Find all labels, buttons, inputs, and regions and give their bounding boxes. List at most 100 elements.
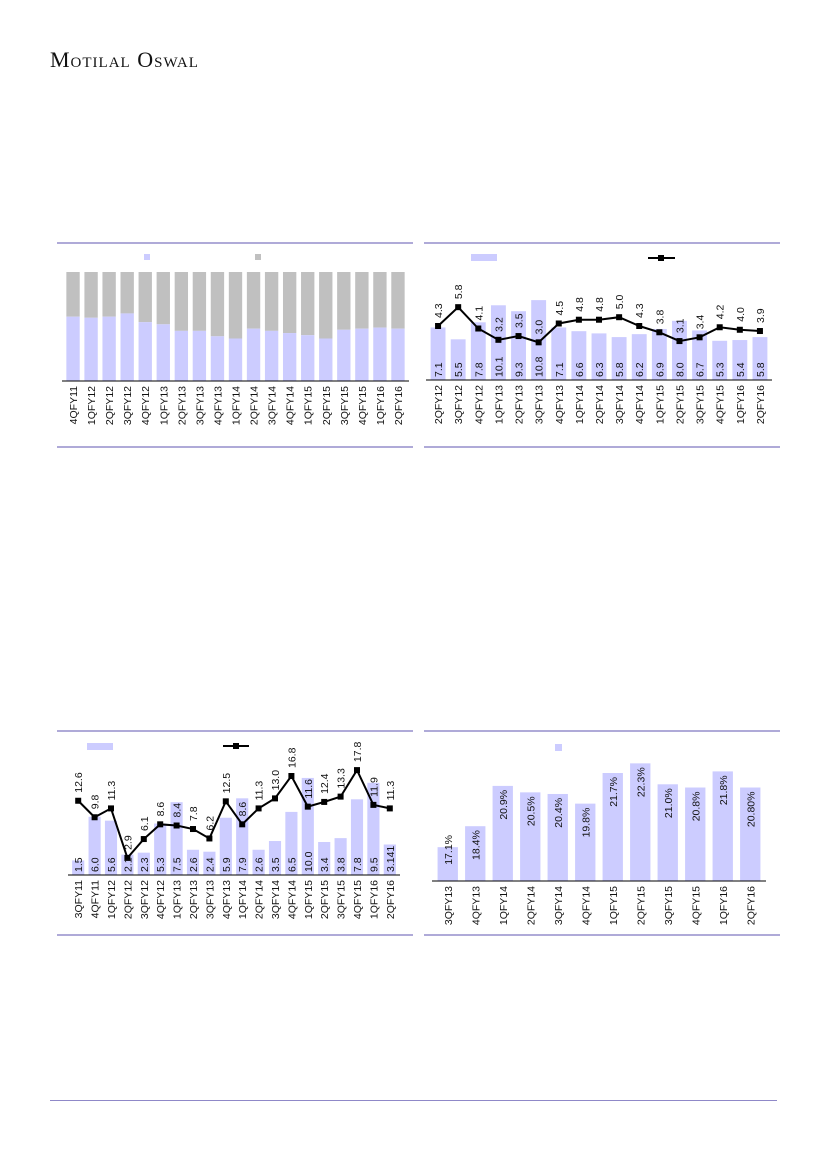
line-marker bbox=[370, 801, 377, 808]
x-tick-label: 3QFY13 bbox=[194, 386, 206, 425]
line-marker bbox=[75, 797, 82, 804]
bar bbox=[104, 820, 118, 875]
line-marker bbox=[321, 798, 328, 805]
stacked-bar-segment-1 bbox=[246, 328, 261, 381]
line-marker bbox=[140, 836, 147, 843]
line-marker bbox=[535, 339, 542, 346]
stacked-bar-segment-1 bbox=[210, 336, 225, 381]
line-data-label: 7.8 bbox=[188, 806, 200, 821]
stacked-bar-segment-1 bbox=[282, 333, 297, 381]
bar-data-label: 19.8% bbox=[580, 808, 592, 838]
x-tick-label: 2QFY13 bbox=[188, 880, 200, 919]
bar-data-label: 3.8 bbox=[336, 857, 348, 872]
bar-data-label: 10.8 bbox=[534, 356, 546, 377]
x-tick-label: 3QFY13 bbox=[443, 886, 455, 925]
bar-data-label: 2.6 bbox=[188, 857, 200, 872]
bar-data-label: 7.1 bbox=[433, 362, 445, 377]
line-data-label: 6.2 bbox=[204, 816, 216, 831]
bar bbox=[511, 311, 526, 380]
bar bbox=[672, 320, 687, 380]
x-tick-label: 2QFY12 bbox=[433, 385, 445, 424]
bar-data-label: 1.5 bbox=[73, 857, 85, 872]
bar-data-label: 5.8 bbox=[755, 362, 767, 377]
bar-data-label: 20.8% bbox=[690, 792, 702, 822]
company-logo: Motilal Oswal bbox=[50, 47, 199, 72]
x-tick-label: 4QFY12 bbox=[140, 386, 152, 425]
line-marker bbox=[124, 854, 131, 861]
bar-data-label: 6.5 bbox=[286, 857, 298, 872]
line-data-label: 4.2 bbox=[715, 304, 727, 319]
line-marker bbox=[304, 803, 311, 810]
x-tick-label: 1QFY13 bbox=[172, 880, 184, 919]
bar-data-label: 20.5% bbox=[525, 796, 537, 826]
x-tick-label: 2QFY16 bbox=[393, 386, 405, 425]
bar bbox=[575, 803, 596, 881]
bar bbox=[630, 763, 651, 881]
line-data-label: 5.0 bbox=[614, 294, 626, 309]
line-data-label: 13.0 bbox=[270, 770, 282, 791]
bar-data-label: 6.0 bbox=[90, 857, 102, 872]
line-data-label: 5.8 bbox=[453, 284, 465, 299]
bar-data-label: 10.0 bbox=[303, 851, 315, 872]
line-data-label: 16.8 bbox=[286, 747, 298, 768]
line-data-label: 9.8 bbox=[90, 794, 102, 809]
stacked-bar-segment-1 bbox=[301, 335, 315, 381]
x-tick-label: 2QFY15 bbox=[321, 386, 333, 425]
x-tick-label: 4QFY13 bbox=[554, 385, 566, 424]
bar bbox=[732, 340, 748, 380]
line-marker bbox=[555, 320, 562, 327]
line-marker bbox=[676, 338, 683, 345]
line-data-label: 3.2 bbox=[493, 317, 505, 332]
bar-data-label: 5.3 bbox=[715, 362, 727, 377]
line-marker bbox=[288, 773, 295, 779]
line-data-label: 2.9 bbox=[122, 835, 134, 850]
bar bbox=[334, 838, 347, 875]
line-marker bbox=[515, 333, 522, 340]
x-tick-label: 2QFY12 bbox=[122, 880, 134, 919]
x-tick-label: 4QFY15 bbox=[357, 386, 369, 425]
x-tick-label: 4QFY14 bbox=[285, 386, 297, 425]
line-data-label: 4.3 bbox=[433, 303, 445, 318]
x-tick-label: 3QFY14 bbox=[270, 880, 282, 919]
bar-data-label: 5.3 bbox=[155, 857, 167, 872]
bar-data-label: 17.1% bbox=[443, 835, 455, 865]
stacked-bar-segment-2 bbox=[337, 272, 351, 330]
bar bbox=[318, 842, 331, 875]
line-data-label: 12.6 bbox=[73, 772, 85, 793]
line-marker bbox=[190, 826, 196, 833]
line-marker bbox=[616, 314, 623, 321]
x-tick-label: 2QFY14 bbox=[525, 886, 537, 925]
bar-data-label: 5.4 bbox=[735, 362, 747, 377]
x-tick-label: 1QFY15 bbox=[654, 385, 666, 424]
x-tick-label: 1QFY15 bbox=[303, 386, 315, 425]
x-tick-label: 1QFY16 bbox=[375, 386, 387, 425]
stacked-bar-segment-1 bbox=[102, 316, 116, 381]
x-tick-label: 1QFY14 bbox=[574, 385, 586, 424]
legend-marker bbox=[658, 255, 664, 261]
bar bbox=[470, 322, 486, 380]
stacked-bar-segment-2 bbox=[156, 272, 170, 325]
line-marker bbox=[636, 323, 643, 329]
bar-data-label: 7.5 bbox=[172, 857, 184, 872]
bar bbox=[170, 802, 183, 875]
x-tick-label: 1QFY14 bbox=[231, 386, 243, 425]
bar bbox=[692, 330, 708, 380]
bar-data-label: 9.3 bbox=[514, 362, 526, 377]
line-marker bbox=[173, 822, 180, 829]
x-tick-label: 1QFY12 bbox=[86, 386, 98, 425]
x-tick-label: 4QFY13 bbox=[221, 880, 233, 919]
line-data-label: 4.1 bbox=[473, 306, 485, 321]
legend-swatch-bars bbox=[87, 743, 113, 750]
x-tick-label: 4QFY13 bbox=[212, 386, 224, 425]
x-tick-label: 4QFY15 bbox=[715, 385, 727, 424]
line-data-label: 13.3 bbox=[336, 768, 348, 789]
line-data-label: 3.4 bbox=[695, 315, 707, 330]
stacked-bar-segment-2 bbox=[84, 272, 98, 318]
bar bbox=[252, 849, 265, 875]
bar-data-label: 5.9 bbox=[221, 857, 233, 872]
x-tick-label: 3QFY14 bbox=[553, 886, 565, 925]
bar bbox=[430, 327, 446, 380]
x-tick-label: 3QFY13 bbox=[534, 385, 546, 424]
line-marker bbox=[656, 329, 663, 336]
legend-swatch-series-2 bbox=[255, 254, 261, 260]
